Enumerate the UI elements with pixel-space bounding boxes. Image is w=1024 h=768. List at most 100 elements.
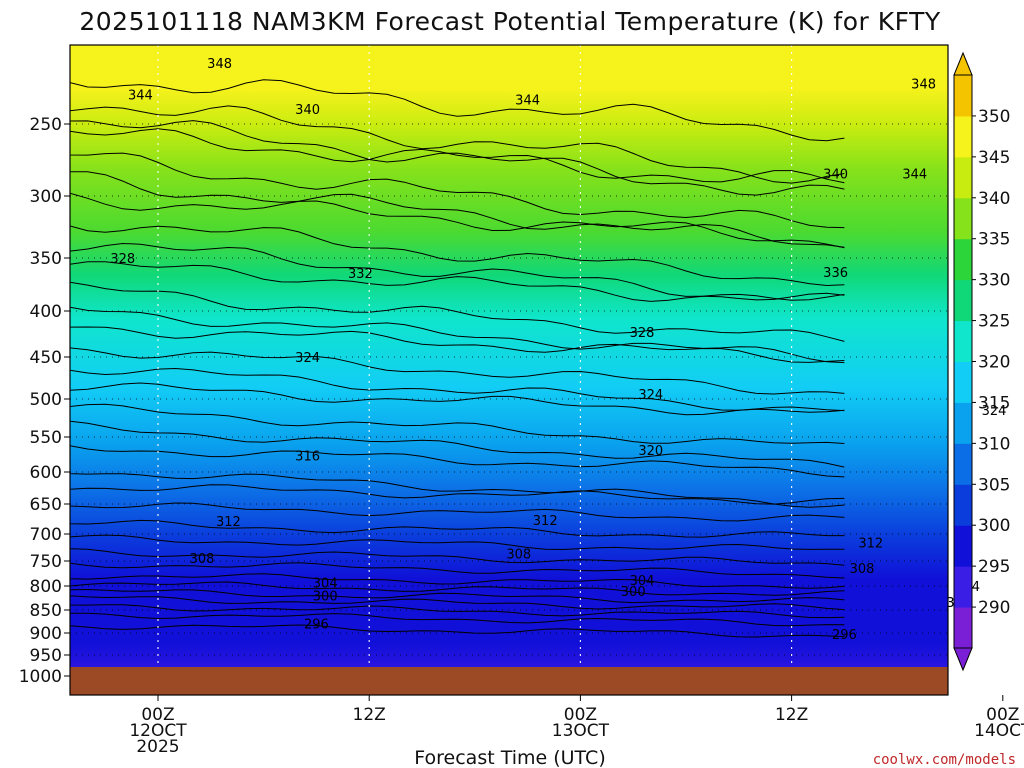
y-axis: 250 300 350 400 450 500 550 600 650 700 750 800 850 9… [19,115,70,687]
x-axis-title: Forecast Time (UTC) [414,747,605,768]
colorbar-label: 345 [978,148,1010,168]
contour-label: 344 [902,167,927,182]
colorbar-label: 325 [978,312,1010,332]
contour-label: 328 [630,326,655,341]
contour-line [70,120,845,196]
colorbar-label: 300 [978,516,1010,536]
contour-line [70,624,845,638]
contour-label: 348 [207,57,232,72]
contour-line [70,502,845,522]
colorbar-swatch [954,402,972,444]
contour-label: 308 [850,562,875,577]
contour-line [70,306,845,364]
contour-label: 312 [533,514,558,529]
y-tick-label: 650 [30,495,62,515]
y-tick-label: 400 [30,302,62,322]
contour-line [70,473,845,508]
colorbar-label: 320 [978,353,1010,373]
colorbar-swatch [954,320,972,362]
contour-line [70,604,845,619]
contour-label: 336 [823,266,848,281]
chart-title: 2025101118 NAM3KM Forecast Potential Tem… [79,7,940,36]
contour-label: 324 [638,388,663,403]
colorbar-label: 335 [978,230,1010,250]
colorbar-label: 315 [978,393,1010,413]
colorbar-label: 340 [978,189,1010,209]
contour-line [70,225,845,287]
y-tick-label: 600 [30,463,62,483]
contour-label: 324 [982,404,1007,419]
contour-line [70,573,845,589]
contour-line [70,562,845,579]
contour-label: 332 [348,267,373,282]
contour-lines [70,79,845,638]
colorbar-swatch [954,525,972,567]
contour-label: 308 [506,548,531,563]
contour-line [70,403,845,444]
contour-label: 312 [858,537,883,552]
colorbar-bottom-arrow [953,647,973,672]
contour-label: 296 [832,628,857,643]
contour-label: 300 [313,590,338,605]
colorbar: 290 295 300 305 310 315 320 325 330 335 340 345 350 [953,51,1010,672]
colorbar-label: 330 [978,271,1010,291]
y-tick-label: 350 [30,249,62,269]
contour-line [70,548,845,566]
colorbar-label: 350 [978,107,1010,127]
colorbar-swatch [954,279,972,322]
contour-line [70,347,845,395]
x-tick-label: 2025 [136,737,179,757]
contour-label: 324 [295,351,320,366]
contour-label: 304 [313,577,338,592]
grid-lines [70,45,1004,667]
contour-line [70,445,845,478]
contour-line [70,612,845,627]
contour-label: 304 [630,574,655,589]
contour-label: 312 [216,515,241,530]
colorbar-swatch [954,566,972,608]
y-tick-label: 1000 [19,667,62,687]
contour-label: 344 [128,89,153,104]
y-tick-label: 950 [30,646,62,666]
colorbar-swatch [954,484,972,526]
contour-line [70,152,845,229]
contour-label: 340 [295,103,320,118]
y-tick-label: 850 [30,601,62,621]
colorbar-swatch [954,607,972,649]
contour-label: 300 [621,585,646,600]
credit-link[interactable]: coolwx.com/models [873,752,1016,768]
contour-label: 344 [515,93,540,108]
contour-line [70,261,845,302]
contour-label: 340 [823,167,848,182]
colorbar-top-arrow [953,51,973,76]
colorbar-label: 290 [978,598,1010,618]
contour-label: 296 [304,618,329,633]
contour-line [70,519,845,538]
contour-label: 308 [190,552,215,567]
contour-line [70,105,845,184]
contour-line [70,484,845,505]
y-tick-label: 450 [30,348,62,368]
colorbar-swatch [954,238,972,281]
contour-line [70,242,845,301]
x-tick-label: 14OCT [974,721,1024,741]
colorbar-label: 310 [978,434,1010,454]
contour-line [70,79,845,142]
colorbar-swatch [954,361,972,403]
contour-line [70,192,845,249]
x-tick-label: 00Z [141,705,174,725]
x-axis: 00Z12OCT202512Z00Z13OCT12Z00Z14OCT [129,695,1024,757]
y-tick-label: 550 [30,428,62,448]
y-tick-label: 700 [30,525,62,545]
contour-line [70,534,845,551]
contour-label: 316 [295,450,320,465]
contour-line [70,128,845,184]
plot-frame [69,44,949,696]
colorbar-swatch [954,197,972,240]
y-tick-label: 300 [30,187,62,207]
contour-line [70,581,845,596]
contour-line [70,281,845,342]
colorbar-swatch [954,156,972,199]
contour-line [70,420,845,468]
